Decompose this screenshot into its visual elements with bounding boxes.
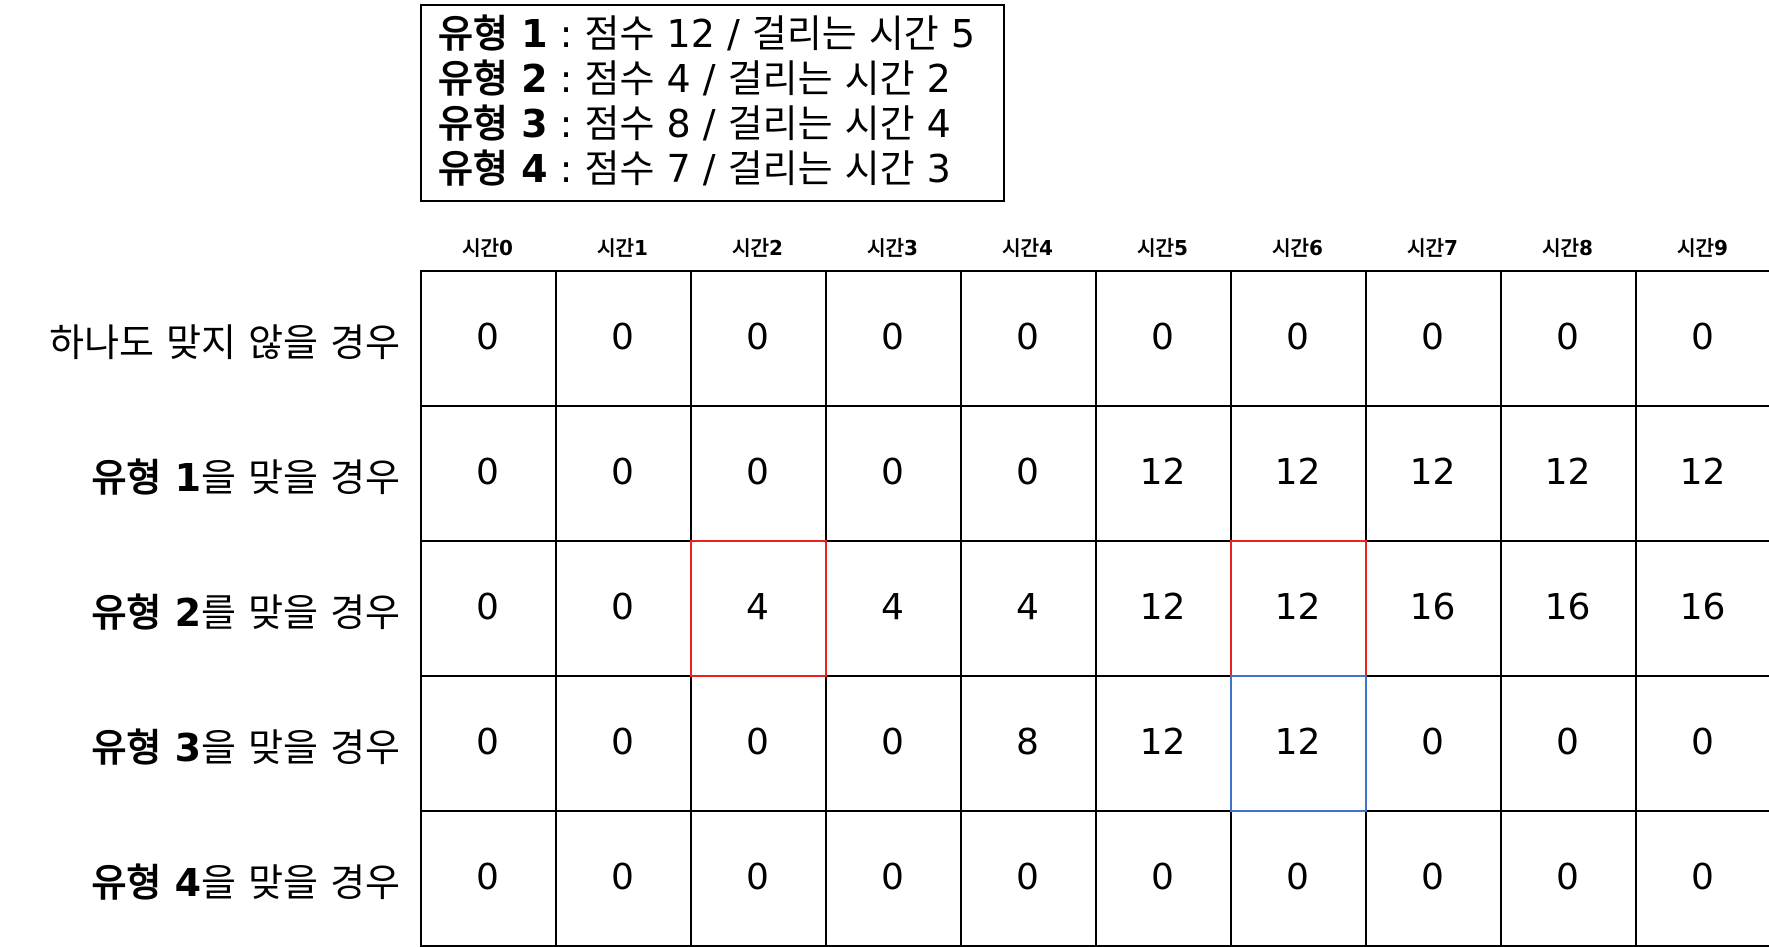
table-cell: 12 [1095,675,1232,812]
row-label: 하나도 맞지 않을 경우 [0,312,400,367]
table-cell: 4 [960,540,1097,677]
table-cell: 4 [690,540,827,677]
row-label-text: 하나도 맞지 않을 경우 [49,321,400,365]
table-cell: 0 [420,810,557,947]
table-cell: 0 [555,540,692,677]
table-cell: 12 [1365,405,1502,542]
table-cell: 12 [1230,675,1367,812]
column-header: 시간0 [462,236,513,260]
table-cell: 0 [825,270,962,407]
legend-line-type1: 유형 1 : 점수 12 / 걸리는 시간 5 [438,12,1003,57]
legend-line-type4: 유형 4 : 점수 7 / 걸리는 시간 3 [438,147,1003,192]
table-cell: 0 [1500,675,1637,812]
legend-line-type2: 유형 2 : 점수 4 / 걸리는 시간 2 [438,57,1003,102]
table-cell: 12 [1095,405,1232,542]
column-header: 시간8 [1542,236,1593,260]
column-header: 시간9 [1677,236,1728,260]
table-cell: 0 [420,540,557,677]
table-cell: 0 [825,675,962,812]
table-cell: 0 [960,405,1097,542]
table-cell: 0 [690,405,827,542]
table-cell: 0 [960,810,1097,947]
legend-type-desc: : 점수 4 / 걸리는 시간 2 [547,57,951,101]
table-cell: 16 [1635,540,1769,677]
table-cell: 0 [420,675,557,812]
row-label: 유형 4을 맞을 경우 [0,852,400,907]
column-header: 시간3 [867,236,918,260]
table-cell: 0 [1095,270,1232,407]
table-cell: 0 [1635,810,1769,947]
row-label-text: 을 맞을 경우 [201,456,400,500]
column-header: 시간6 [1272,236,1323,260]
column-header: 시간1 [597,236,648,260]
legend-type-desc: : 점수 12 / 걸리는 시간 5 [547,12,976,56]
dp-table-grid: 0 0 0 0 0 0 0 0 0 0 0 0 0 0 0 12 12 12 12 12 0 0 4 4 4 12 12 16 16 16… [420,270,1769,947]
table-cell: 0 [1500,810,1637,947]
row-label-text: 을 맞을 경우 [201,861,400,905]
row-label: 유형 2를 맞을 경우 [0,582,400,637]
table-cell: 12 [1500,405,1637,542]
row-label: 유형 3을 맞을 경우 [0,717,400,772]
legend-type-name: 유형 4 [438,147,548,191]
table-cell: 12 [1230,540,1367,677]
row-label-type-name: 유형 4 [91,861,202,905]
table-cell: 0 [825,405,962,542]
legend-type-name: 유형 1 [438,12,548,56]
table-cell: 0 [960,270,1097,407]
table-cell: 0 [1635,270,1769,407]
table-cell: 0 [420,270,557,407]
table-cell: 0 [690,270,827,407]
table-cell: 0 [1230,270,1367,407]
table-cell: 0 [555,675,692,812]
legend-type-name: 유형 2 [438,57,548,101]
table-cell: 4 [825,540,962,677]
table-cell: 16 [1365,540,1502,677]
table-cell: 12 [1095,540,1232,677]
row-label-text: 을 맞을 경우 [201,726,400,770]
row-label: 유형 1을 맞을 경우 [0,447,400,502]
table-cell: 8 [960,675,1097,812]
row-label-type-name: 유형 3 [91,726,202,770]
table-cell: 12 [1635,405,1769,542]
row-label-type-name: 유형 2 [91,591,202,635]
row-label-text: 를 맞을 경우 [201,591,400,635]
table-cell: 0 [1500,270,1637,407]
table-cell: 12 [1230,405,1367,542]
table-cell: 0 [1095,810,1232,947]
legend-line-type3: 유형 3 : 점수 8 / 걸리는 시간 4 [438,102,1003,147]
table-cell: 0 [1365,675,1502,812]
column-header: 시간5 [1137,236,1188,260]
legend-type-name: 유형 3 [438,102,548,146]
column-header: 시간2 [732,236,783,260]
row-label-type-name: 유형 1 [91,456,202,500]
table-cell: 0 [420,405,557,542]
table-cell: 0 [1365,810,1502,947]
legend-box: 유형 1 : 점수 12 / 걸리는 시간 5 유형 2 : 점수 4 / 걸리… [420,4,1005,202]
table-cell: 0 [555,270,692,407]
table-cell: 16 [1500,540,1637,677]
legend-type-desc: : 점수 8 / 걸리는 시간 4 [547,102,951,146]
table-cell: 0 [825,810,962,947]
table-cell: 0 [555,810,692,947]
legend-type-desc: : 점수 7 / 걸리는 시간 3 [547,147,951,191]
table-cell: 0 [1635,675,1769,812]
table-cell: 0 [1365,270,1502,407]
table-cell: 0 [690,675,827,812]
column-header: 시간4 [1002,236,1053,260]
table-cell: 0 [555,405,692,542]
table-cell: 0 [690,810,827,947]
column-header: 시간7 [1407,236,1458,260]
table-cell: 0 [1230,810,1367,947]
